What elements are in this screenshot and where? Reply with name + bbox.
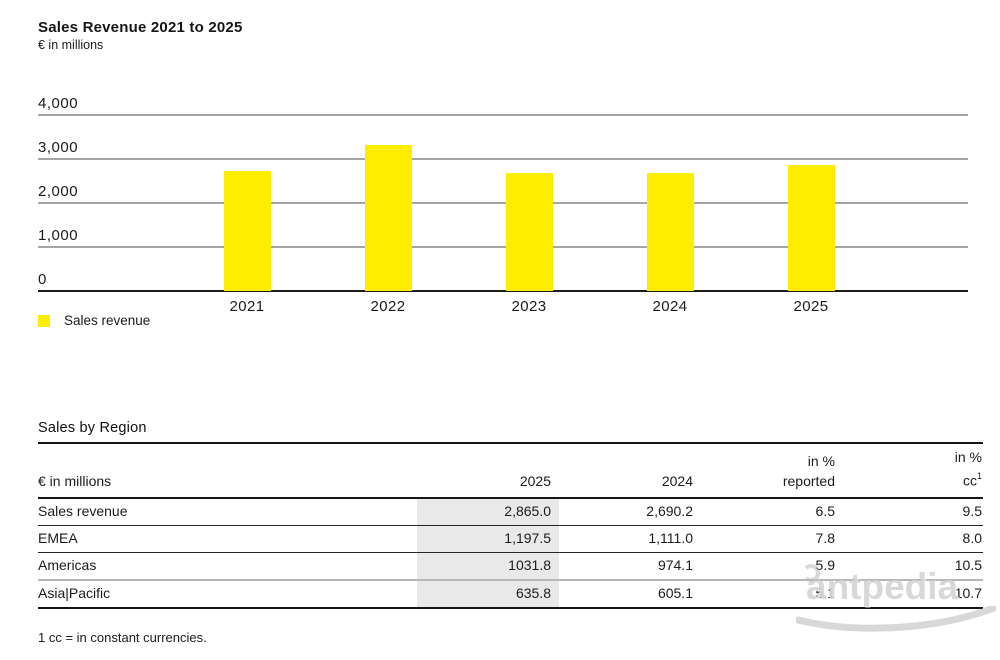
- cell-2024: 1,111.0: [559, 524, 701, 553]
- x-axis-label-2023: 2023: [511, 298, 547, 315]
- table-title: Sales by Region: [38, 420, 147, 436]
- gridline-1000: [38, 246, 968, 248]
- legend-label: Sales revenue: [64, 313, 151, 328]
- chart-title: Sales Revenue 2021 to 2025: [38, 19, 243, 36]
- cell-2024: 2,690.2: [646, 502, 693, 519]
- row-label: Sales revenue: [38, 502, 128, 519]
- cell-pct-cc: 9.5: [962, 502, 982, 519]
- cell-2025: 2,865.0: [417, 497, 559, 526]
- chart-legend: Sales revenue: [38, 313, 150, 328]
- y-tick-label-1000: 1,000: [38, 227, 79, 244]
- x-axis-label-2025: 2025: [793, 298, 829, 315]
- y-tick-label-2000: 2,000: [38, 183, 79, 200]
- watermark-swoosh-icon: [796, 606, 996, 632]
- legend-swatch-icon: [38, 314, 50, 327]
- bar-2025: [788, 165, 835, 291]
- cell-pct-cc: 10.5: [843, 551, 983, 580]
- cell-2025: 635.8: [417, 578, 559, 609]
- cell-pct-reported: 7.8: [701, 524, 843, 553]
- cell-pct-cc: 10.7: [843, 578, 983, 609]
- y-tick-label-0: 0: [38, 271, 47, 288]
- col-header-pct-cc: in % cc1: [843, 442, 983, 499]
- col-header-pct-reported: in % reported: [701, 442, 843, 499]
- table-row-emea: EMEA 1,197.5 1,111.0 7.8 8.0: [38, 524, 983, 553]
- footnote-marker: 1: [976, 471, 982, 481]
- chart-plot: 4,000 3,000 2,000 1,000 0 2021 2022 2023 2024 202…: [38, 95, 968, 315]
- gridline-0: [38, 290, 968, 292]
- cell-2025: 1,197.5: [417, 524, 559, 553]
- footnote: 1 cc = in constant currencies.: [38, 630, 207, 645]
- table-header-row: € in millions 2025 2024 in % reported in…: [38, 442, 983, 499]
- col-header-2024: 2024: [559, 442, 701, 499]
- table-row-sales-revenue: Sales revenue 2,865.0 2,690.2 6.5 9.5: [38, 497, 983, 526]
- x-axis-label-2024: 2024: [652, 298, 688, 315]
- table-row-americas: Americas 1031.8 974.1 5.9 10.5: [38, 551, 983, 580]
- y-tick-label-4000: 4,000: [38, 95, 79, 112]
- chart-unit-label: € in millions: [38, 38, 104, 52]
- gridline-3000: [38, 158, 968, 160]
- bar-2022: [365, 145, 412, 291]
- cell-2024: 605.1: [559, 578, 701, 609]
- gridline-2000: [38, 202, 968, 204]
- cell-pct-cc: 8.0: [843, 524, 983, 553]
- table-row-asia-pacific: Asia|Pacific 635.8 605.1 5.1 10.7: [38, 578, 983, 609]
- col-header-unit: € in millions: [38, 442, 417, 499]
- gridline-4000: [38, 114, 968, 116]
- bar-2023: [506, 173, 553, 291]
- col-header-2025: 2025: [417, 442, 559, 499]
- row-label: Americas: [38, 551, 417, 580]
- cell-2025: 1031.8: [417, 551, 559, 580]
- cell-pct-reported: 5.1: [701, 578, 843, 609]
- x-axis-label-2021: 2021: [229, 298, 265, 315]
- bar-2024: [647, 173, 694, 291]
- cell-pct-reported: 6.5: [815, 502, 835, 519]
- sales-by-region-table: € in millions 2025 2024 in % reported in…: [38, 442, 983, 609]
- y-tick-label-3000: 3,000: [38, 139, 79, 156]
- cell-pct-reported: 5.9: [701, 551, 843, 580]
- x-axis-label-2022: 2022: [370, 298, 406, 315]
- sales-by-region-section: Sales by Region € in millions 2025 2024 …: [38, 420, 983, 609]
- row-label: EMEA: [38, 524, 417, 553]
- bar-2021: [224, 171, 271, 291]
- cell-2024: 974.1: [559, 551, 701, 580]
- row-label: Asia|Pacific: [38, 578, 417, 609]
